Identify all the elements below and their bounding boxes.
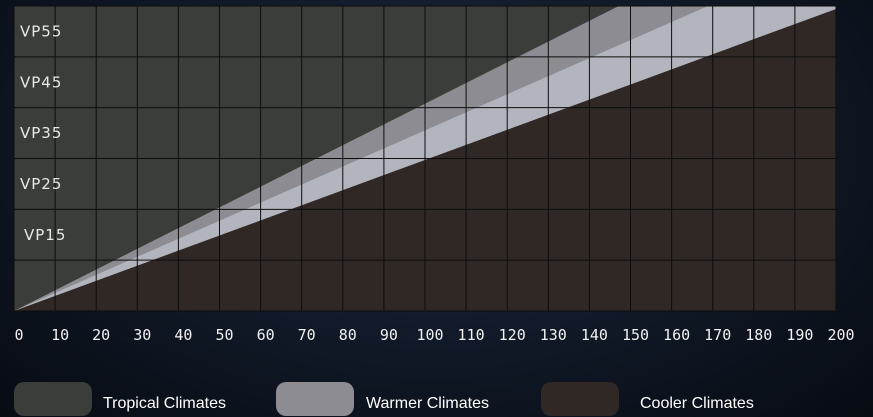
- x-tick-label: 10: [51, 326, 69, 344]
- x-tick-label: 120: [499, 326, 526, 344]
- x-tick-label: 100: [416, 326, 443, 344]
- x-tick-label: 20: [92, 326, 110, 344]
- y-tick-label: VP15: [24, 226, 66, 244]
- x-tick-label: 50: [215, 326, 233, 344]
- chart: VP55 VP45 VP35 VP25 VP15 0 10 20 30 40 50 60 70 80 90…: [13, 5, 855, 344]
- x-tick-label: 60: [257, 326, 275, 344]
- y-axis-labels: VP55 VP45 VP35 VP25 VP15: [20, 22, 66, 244]
- x-tick-label: 80: [339, 326, 357, 344]
- x-tick-label: 70: [298, 326, 316, 344]
- y-tick-label: VP55: [20, 22, 62, 40]
- x-tick-label: 200: [827, 326, 854, 344]
- x-tick-label: 160: [663, 326, 690, 344]
- chart-grid: [13, 5, 837, 312]
- x-tick-label: 40: [174, 326, 192, 344]
- x-tick-label: 90: [380, 326, 398, 344]
- legend-swatch-cooler: [541, 382, 619, 416]
- x-tick-label: 140: [581, 326, 608, 344]
- x-tick-label: 130: [540, 326, 567, 344]
- legend-label-tropical: Tropical Climates: [103, 395, 226, 412]
- x-tick-label: 0: [14, 326, 23, 344]
- x-tick-label: 170: [704, 326, 731, 344]
- x-tick-label: 30: [133, 326, 151, 344]
- x-tick-label: 190: [786, 326, 813, 344]
- y-tick-label: VP45: [20, 73, 62, 91]
- legend-label-cooler: Cooler Climates: [640, 395, 754, 412]
- y-tick-label: VP35: [20, 124, 62, 142]
- legend-swatch-tropical: [14, 382, 92, 416]
- x-tick-label: 110: [458, 326, 485, 344]
- x-tick-label: 150: [622, 326, 649, 344]
- legend-label-warmer: Warmer Climates: [366, 395, 489, 412]
- y-tick-label: VP25: [20, 175, 62, 193]
- x-tick-label: 180: [745, 326, 772, 344]
- legend-swatch-warmer: [276, 382, 354, 416]
- x-axis-labels: 0 10 20 30 40 50 60 70 80 90 100 110 120 130 140 150 160…: [14, 326, 854, 344]
